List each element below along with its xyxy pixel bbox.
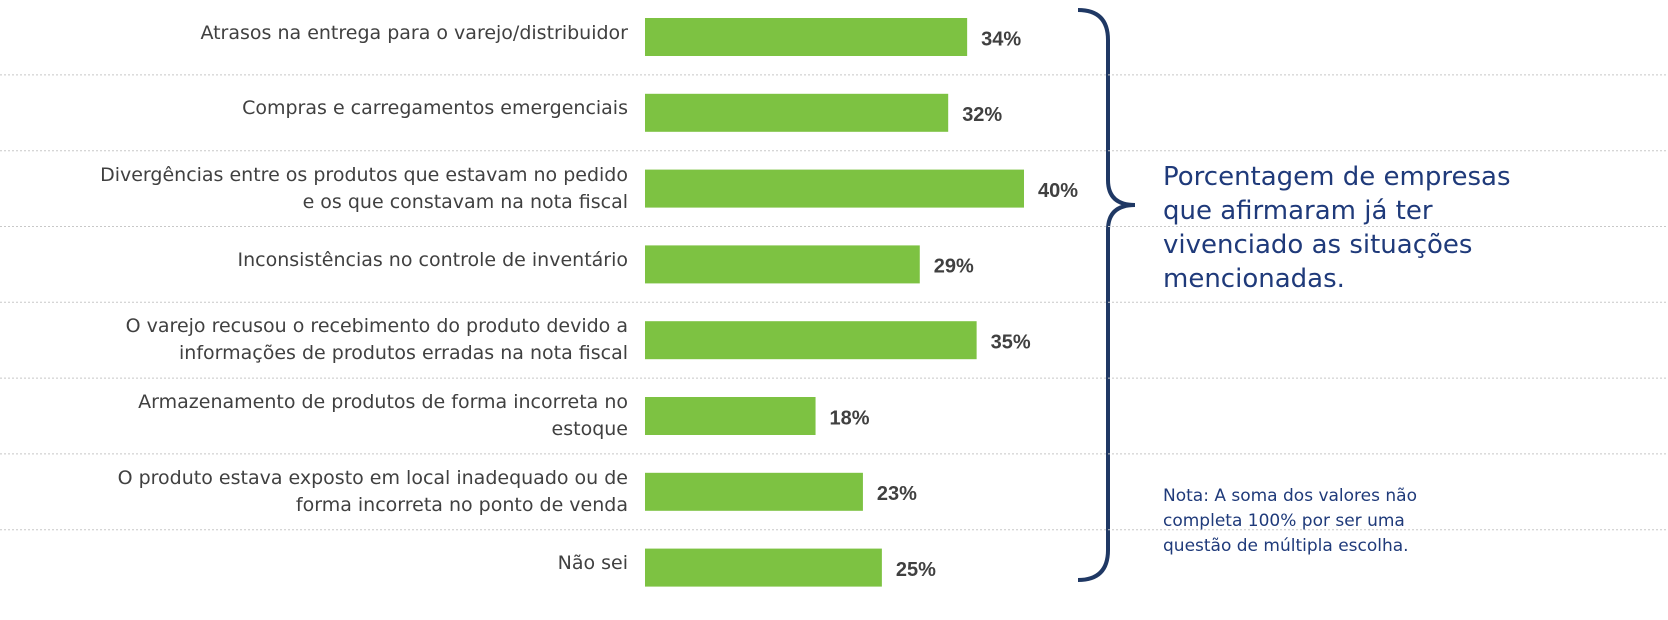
category-label: O varejo recusou o recebimento do produt… (125, 315, 628, 365)
value-label: 34% (981, 28, 1021, 50)
bar (645, 245, 920, 284)
bar (645, 321, 977, 360)
category-label: Armazenamento de produtos de forma incor… (138, 391, 628, 440)
value-label: 35% (991, 331, 1031, 353)
bracket (1077, 8, 1136, 582)
category-label: Atrasos na entrega para o varejo/distrib… (200, 21, 628, 44)
annotation: Porcentagem de empresas que afirmaram já… (1163, 162, 1511, 294)
value-label: 23% (877, 483, 917, 505)
value-label: 40% (1038, 180, 1078, 202)
note: Nota: A soma dos valores não completa 10… (1163, 486, 1417, 556)
category-label: Compras e carregamentos emergenciais (242, 97, 628, 120)
category-label: Divergências entre os produtos que estav… (100, 163, 628, 213)
bar (645, 397, 816, 435)
category-label: Inconsistências no controle de inventári… (237, 248, 628, 271)
bar (645, 472, 863, 511)
bar (645, 548, 882, 587)
value-label: 32% (962, 104, 1002, 126)
value-label: 18% (830, 407, 870, 429)
category-label: O produto estava exposto em local inadeq… (117, 466, 628, 516)
bar (645, 93, 949, 132)
value-label: 25% (896, 559, 936, 581)
bar (645, 169, 1024, 208)
category-label: Não sei (557, 552, 628, 575)
value-label: 29% (934, 256, 974, 278)
bar (645, 18, 968, 56)
